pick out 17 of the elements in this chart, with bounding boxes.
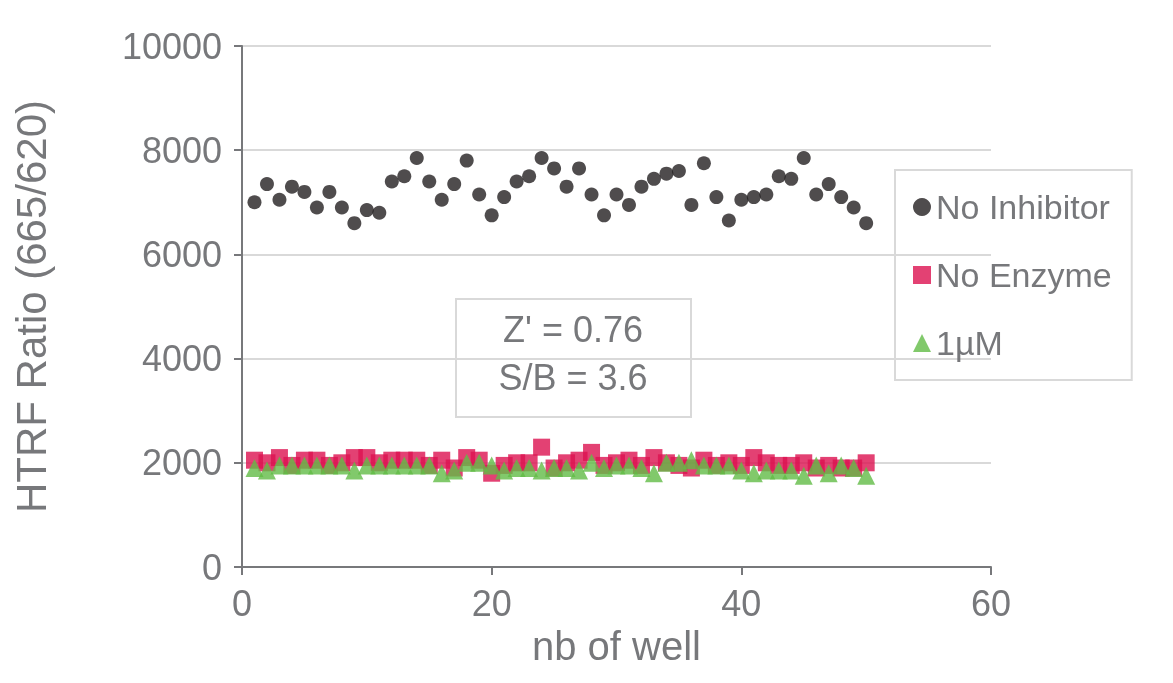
x-axis-title: nb of well [532,623,701,668]
legend-label: No Inhibitor [936,188,1110,226]
y-tick-label: 4000 [141,338,222,380]
y-axis-title: HTRF Ratio (665/620) [7,99,55,514]
legend-label: 1µM [936,324,1003,362]
y-tick-label: 0 [201,546,222,588]
annotation: S/B = 3.6 [498,356,648,398]
y-tick-label: 6000 [141,233,222,275]
y-tick-label: 10000 [121,25,222,67]
y-tick-label: 2000 [141,442,222,484]
legend-label: No Enzyme [936,256,1112,294]
x-tick-label: 40 [721,582,762,624]
x-tick-label: 60 [970,582,1012,624]
y-tick-label: 8000 [141,129,222,171]
x-tick-label: 20 [471,582,512,624]
x-tick-label: 0 [231,582,253,624]
annotation: Z' = 0.76 [503,308,643,350]
